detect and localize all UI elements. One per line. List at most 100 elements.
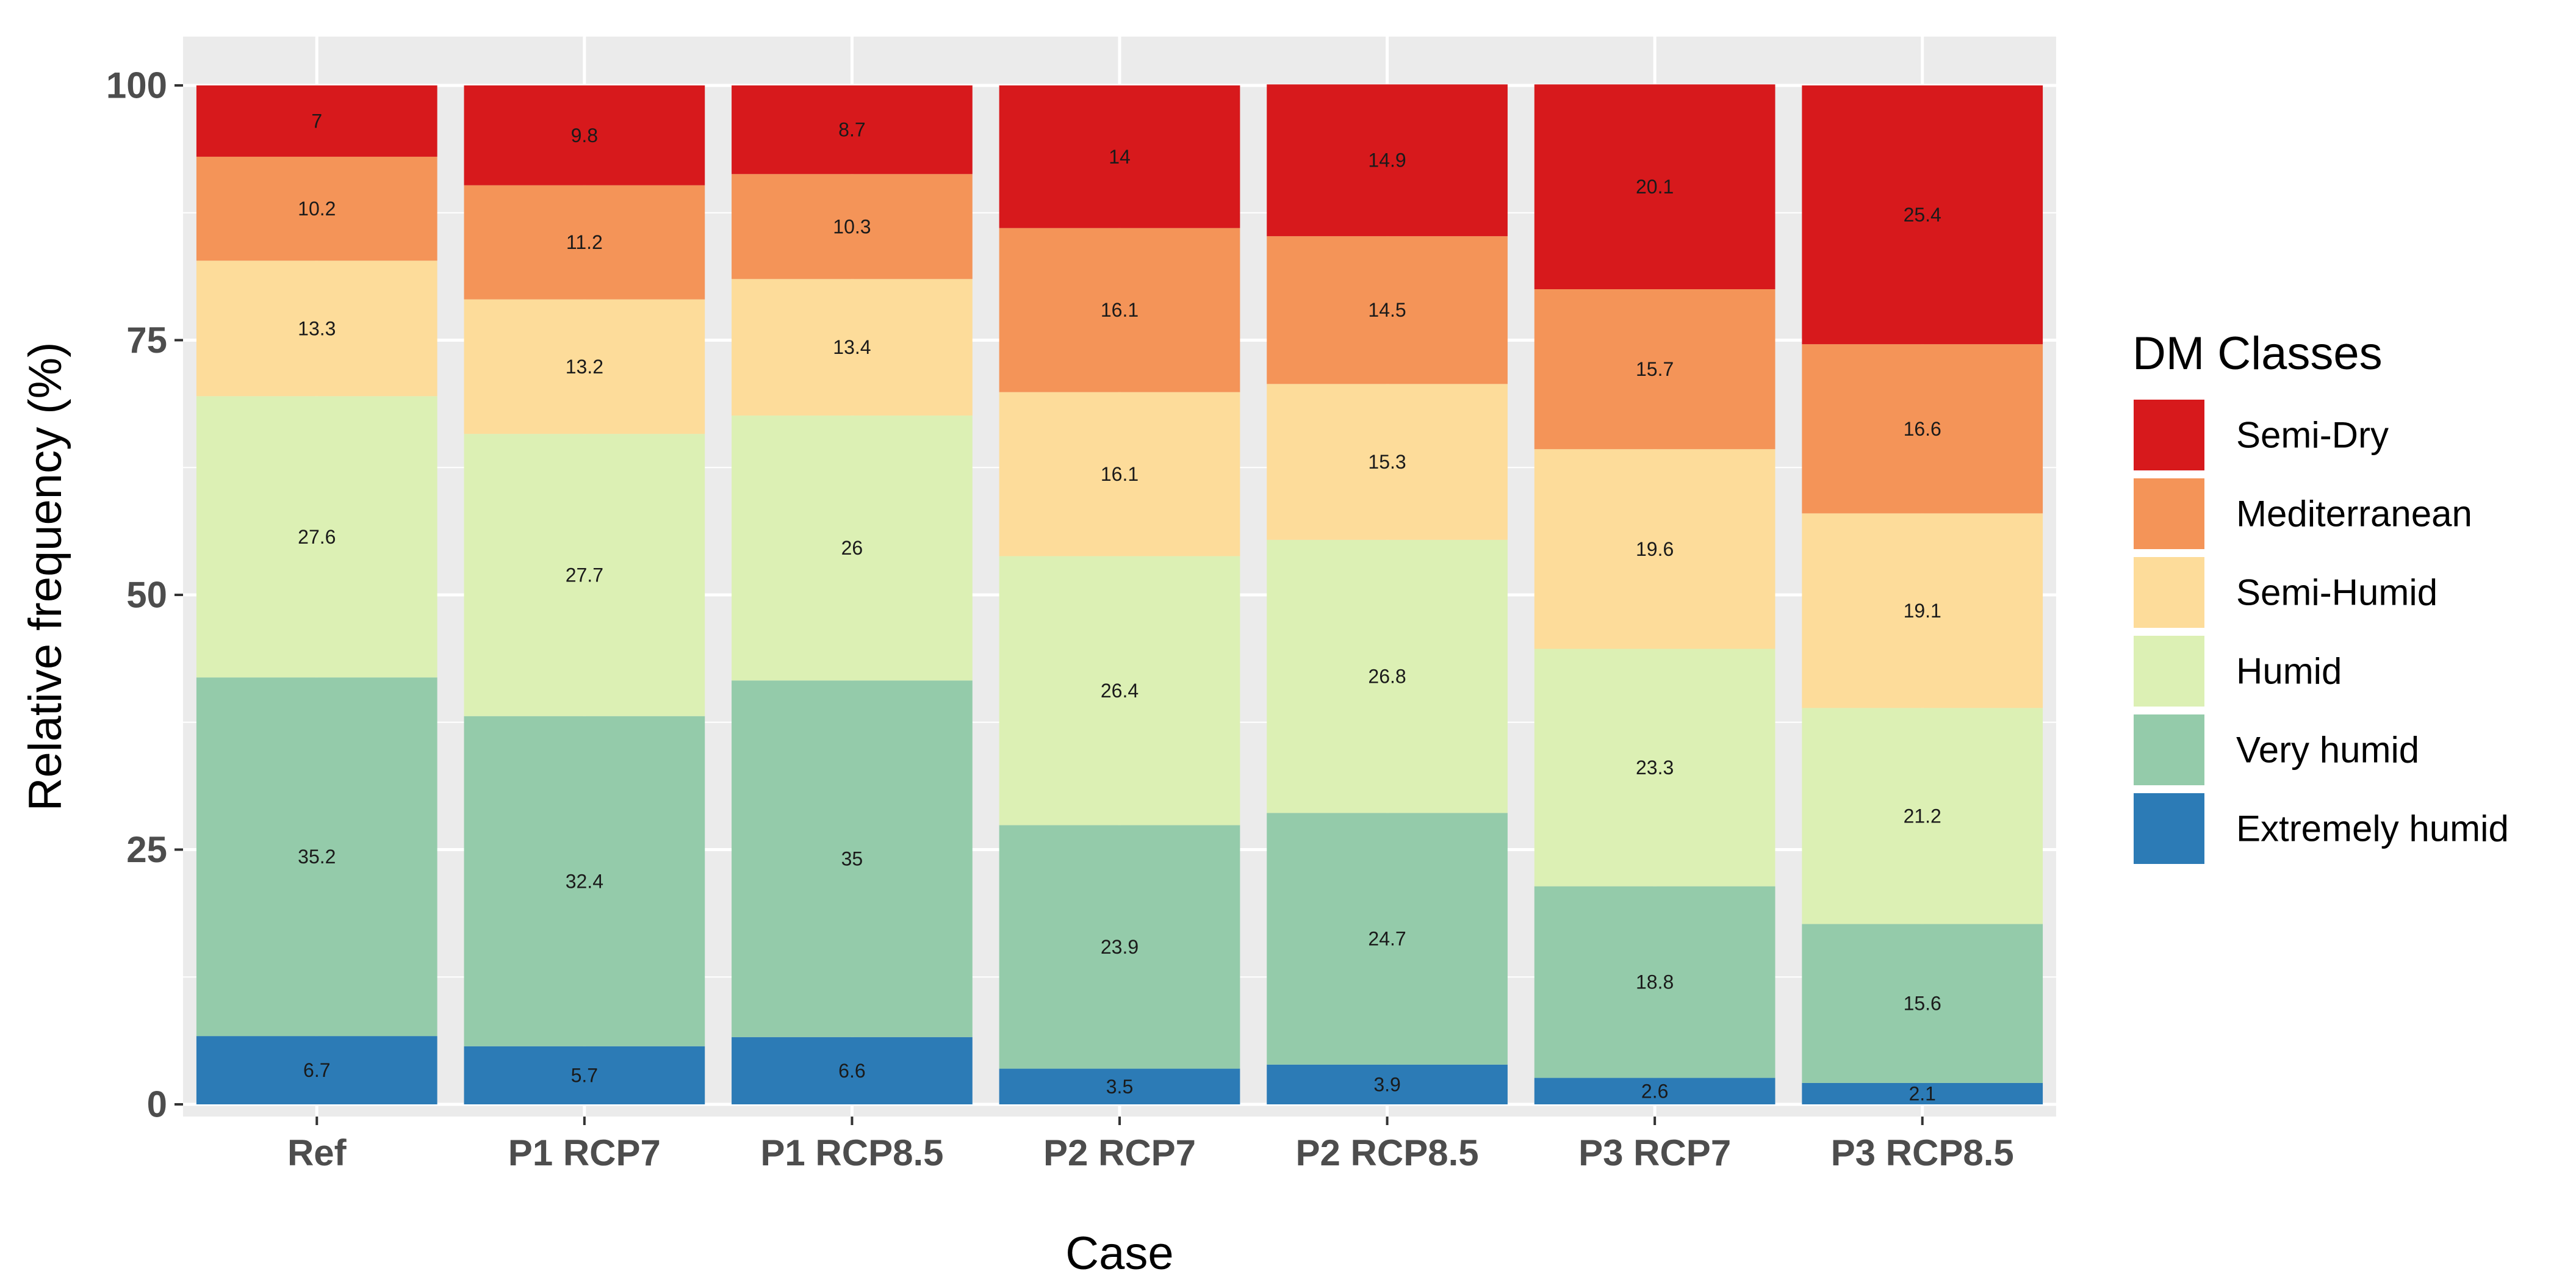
data-label: 15.3 <box>1368 451 1406 473</box>
bar-segment <box>999 392 1240 556</box>
x-tick-label: P1 RCP8.5 <box>760 1132 943 1173</box>
bar-segment <box>1802 513 2043 708</box>
data-label: 13.4 <box>833 336 871 358</box>
data-label: 8.7 <box>838 119 865 141</box>
legend-label: Semi-Dry <box>2236 415 2389 456</box>
bar-segment <box>1534 84 1775 289</box>
bar-segment <box>1267 84 1508 237</box>
y-tick-label: 50 <box>126 575 167 616</box>
legend-label: Very humid <box>2236 730 2419 771</box>
bar-segment <box>464 716 705 1046</box>
legend-label: Semi-Humid <box>2236 572 2437 613</box>
bar-segment <box>1267 813 1508 1065</box>
bar-segment <box>1802 924 2043 1083</box>
bar-segment <box>1534 449 1775 649</box>
y-axis-title: Relative frequency (%) <box>20 342 71 811</box>
data-label: 3.9 <box>1373 1073 1400 1095</box>
bar-segment <box>196 156 437 261</box>
bar-segment <box>1534 1078 1775 1104</box>
data-label: 13.3 <box>298 317 336 339</box>
data-label: 26 <box>841 537 863 559</box>
bar-segment <box>732 416 973 681</box>
data-label: 10.3 <box>833 215 871 237</box>
bar-segment <box>464 299 705 434</box>
bar-segment <box>464 434 705 716</box>
data-label: 15.6 <box>1904 993 1941 1015</box>
data-label: 16.1 <box>1101 463 1139 485</box>
legend-key <box>2134 557 2204 628</box>
x-tick-label: P3 RCP8.5 <box>1831 1132 2014 1173</box>
data-label: 15.7 <box>1636 358 1674 380</box>
bar-segment <box>999 1068 1240 1104</box>
legend-title: DM Classes <box>2132 328 2383 380</box>
data-label: 11.2 <box>566 231 603 253</box>
data-label: 20.1 <box>1636 176 1674 198</box>
data-labels: 6.7 35.2 27.6 13.3 10.2 7 5.7 32.4 27.7 13.2 11.2 9… <box>298 110 1941 1104</box>
bar-segment <box>196 1036 437 1104</box>
x-tick-label: P2 RCP8.5 <box>1295 1132 1478 1173</box>
data-label: 25.4 <box>1904 204 1941 226</box>
data-label: 14.5 <box>1368 299 1406 321</box>
x-axis-title: Case <box>1065 1228 1173 1279</box>
legend: DM Classes Semi-Dry Mediterranean Semi-Hum… <box>2132 328 2509 864</box>
data-label: 21.2 <box>1904 805 1941 827</box>
data-label: 16.6 <box>1904 418 1941 440</box>
bars <box>196 84 2043 1104</box>
x-tick-label: P2 RCP7 <box>1043 1132 1196 1173</box>
legend-key <box>2134 793 2204 864</box>
data-label: 35 <box>841 848 863 870</box>
bar-segment <box>196 261 437 397</box>
bar-segment <box>999 825 1240 1069</box>
bar-segment <box>1267 236 1508 384</box>
data-label: 7 <box>311 110 322 132</box>
y-tick-label: 0 <box>147 1084 167 1125</box>
bar-segment <box>1802 1082 2043 1104</box>
data-label: 32.4 <box>566 870 603 892</box>
data-label: 23.9 <box>1101 936 1139 958</box>
data-label: 2.1 <box>1909 1082 1935 1104</box>
x-axis: Ref P1 RCP7 P1 RCP8.5 P2 RCP7 P2 RCP8.5 P3 RC… <box>287 1117 2014 1173</box>
bar-segment <box>1802 708 2043 924</box>
legend-key <box>2134 400 2204 470</box>
data-label: 14 <box>1109 146 1131 168</box>
bar-segment <box>732 85 973 174</box>
bar-segment <box>196 85 437 157</box>
legend-label: Extremely humid <box>2236 808 2509 849</box>
data-label: 16.1 <box>1101 299 1139 321</box>
bar-segment <box>732 174 973 279</box>
bar-segment <box>732 680 973 1037</box>
bar-segment <box>999 85 1240 228</box>
bar-segment <box>1802 85 2043 345</box>
bar-segment <box>1802 344 2043 514</box>
bar-segment <box>732 279 973 416</box>
bar-segment <box>999 228 1240 392</box>
legend-key <box>2134 714 2204 785</box>
x-tick-label: P3 RCP7 <box>1578 1132 1731 1173</box>
y-axis: 0 25 50 75 100 <box>106 65 183 1125</box>
data-label: 27.7 <box>566 564 603 586</box>
bar-segment <box>1534 649 1775 887</box>
bar-segment <box>464 185 705 300</box>
bar-segment <box>1267 1064 1508 1104</box>
bar-segment <box>464 85 705 185</box>
data-label: 35.2 <box>298 846 336 868</box>
data-label: 2.6 <box>1641 1080 1668 1102</box>
legend-label: Mediterranean <box>2236 494 2472 534</box>
bar-segment <box>1267 539 1508 813</box>
data-label: 23.3 <box>1636 757 1674 779</box>
data-label: 18.8 <box>1636 971 1674 993</box>
legend-key <box>2134 478 2204 549</box>
data-label: 3.5 <box>1106 1076 1133 1098</box>
data-label: 19.6 <box>1636 538 1674 560</box>
x-tick-label: Ref <box>287 1132 347 1173</box>
data-label: 13.2 <box>566 356 603 378</box>
data-label: 27.6 <box>298 526 336 548</box>
bar-segment <box>999 556 1240 826</box>
bar-segment <box>196 677 437 1037</box>
y-tick-label: 100 <box>106 65 167 106</box>
legend-label: Humid <box>2236 651 2342 692</box>
data-label: 6.6 <box>838 1060 865 1082</box>
bar-segment <box>1534 289 1775 450</box>
bar-segment <box>1534 886 1775 1078</box>
bar-segment <box>732 1037 973 1104</box>
